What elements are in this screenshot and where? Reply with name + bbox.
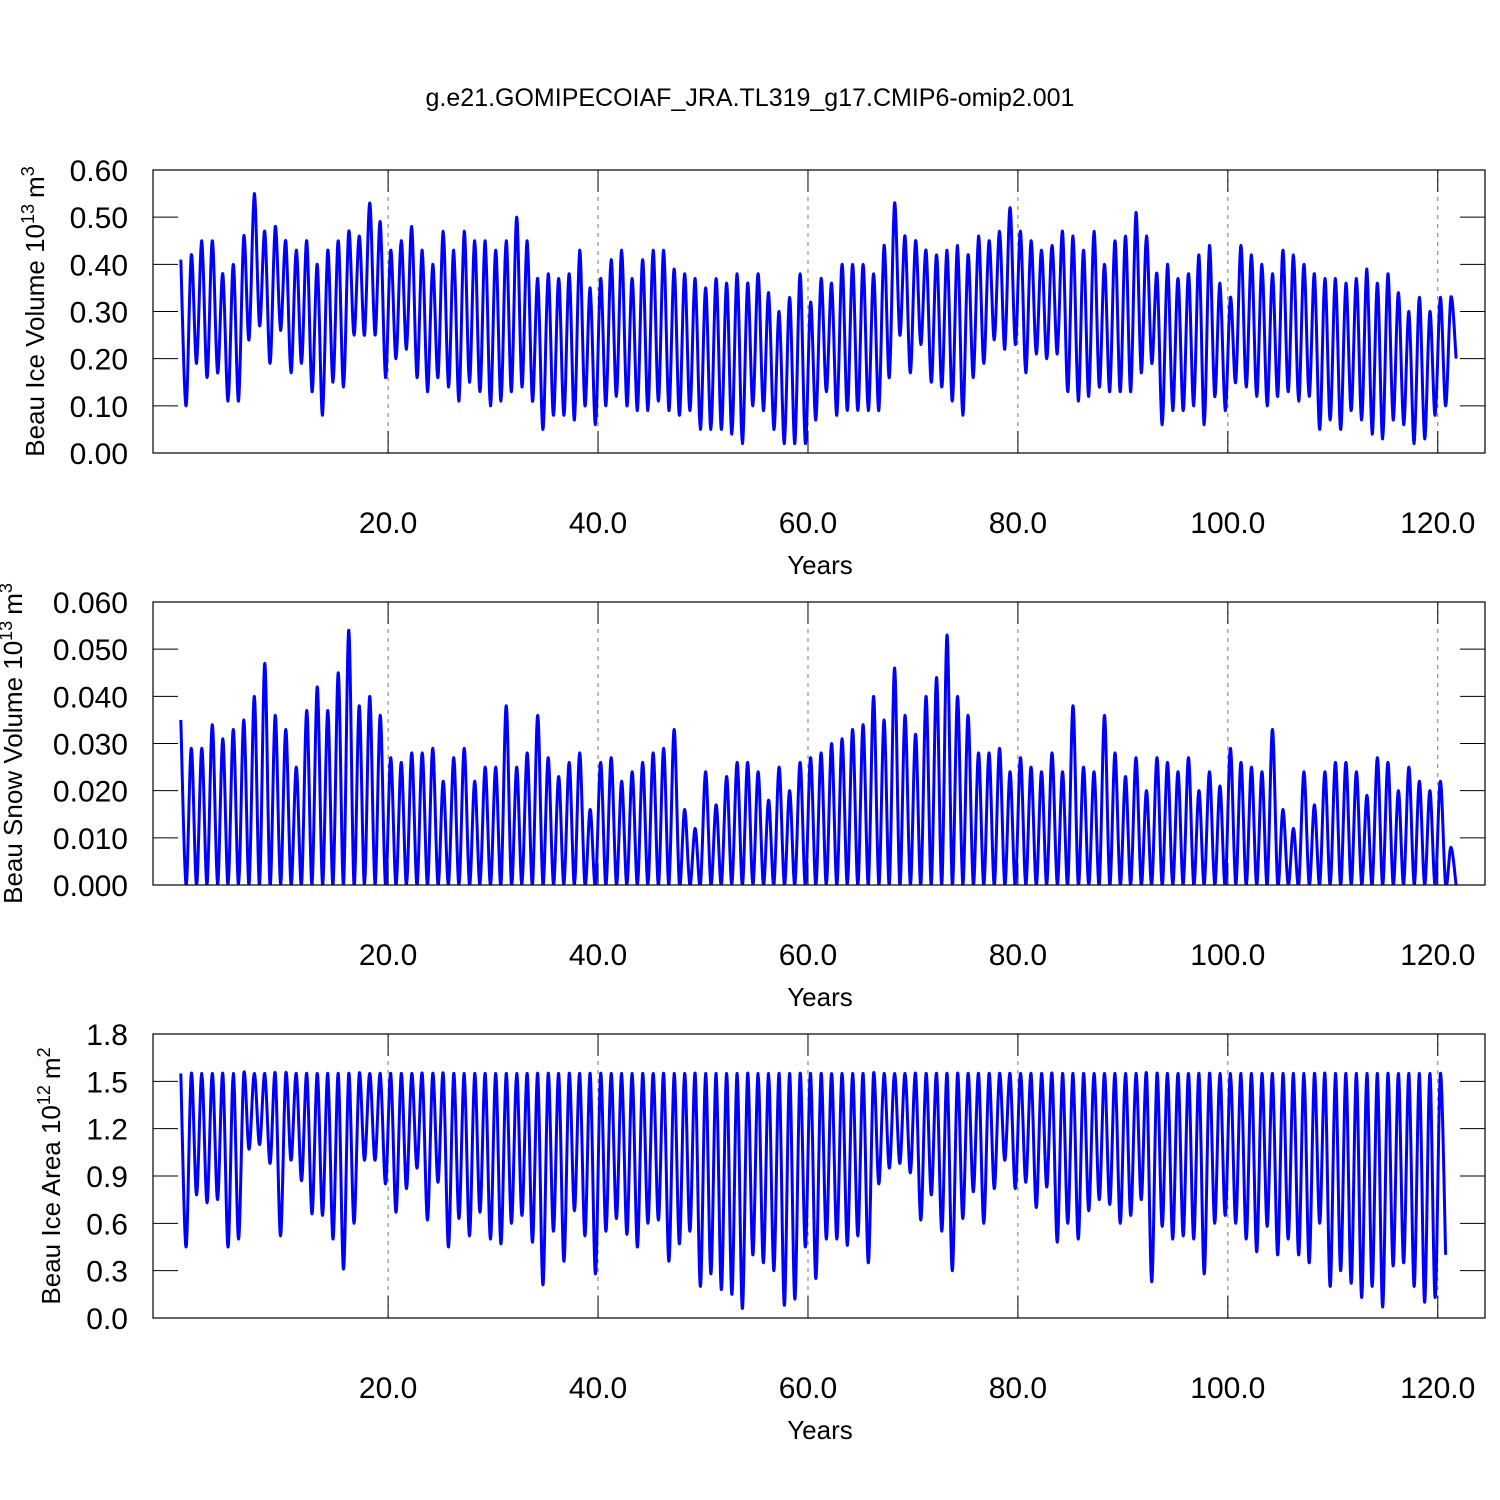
y-axis-label-exponent: 12 [34,1085,54,1105]
y-axis-label-unit-exponent: 2 [34,1047,54,1057]
y-tick-label: 0.050 [53,634,128,667]
x-tick-label: 80.0 [989,1372,1047,1405]
y-tick-label: 0.60 [70,155,128,188]
x-tick-label: 20.0 [359,507,417,540]
y-tick-label: 0.00 [70,438,128,471]
y-axis-label-unit: m [36,1057,66,1079]
x-tick-label: 20.0 [359,1372,417,1405]
y-tick-label: 1.5 [86,1066,128,1099]
y-tick-label: 0.030 [53,729,128,762]
x-axis-label: Years [787,1415,853,1445]
x-tick-label: 60.0 [779,939,837,972]
plot-frame [152,1033,1486,1319]
data-line [179,628,1458,885]
y-tick-label: 0.30 [70,297,128,330]
y-axis-label-exponent: 13 [18,204,38,224]
y-axis-label: Beau Ice Area 1012 m2 [34,1047,66,1304]
x-tick-label: 100.0 [1190,507,1265,540]
x-tick-label: 40.0 [569,939,627,972]
y-tick-label: 0.0 [86,1303,128,1336]
y-axis-label-text: Beau Ice Volume 10 [20,224,50,457]
y-axis-label: Beau Ice Volume 1013 m3 [18,166,50,456]
y-tick-label: 0.6 [86,1208,128,1241]
y-tick-label: 0.50 [70,202,128,235]
y-tick-label: 0.10 [70,391,128,424]
x-tick-label: 80.0 [989,939,1047,972]
y-axis-label-unit: m [0,593,28,615]
y-tick-label: 0.010 [53,823,128,856]
y-tick-label: 0.20 [70,344,128,377]
data-line [179,1070,1448,1311]
x-axis-label: Years [787,982,853,1012]
x-tick-label: 120.0 [1400,507,1475,540]
x-tick-label: 100.0 [1190,939,1265,972]
plot-frame [152,601,1486,886]
y-axis-label-exponent: 13 [0,621,16,641]
y-tick-label: 0.040 [53,681,128,714]
y-axis-label-text: Beau Snow Volume 10 [0,641,28,904]
x-tick-label: 120.0 [1400,939,1475,972]
y-tick-label: 0.000 [53,870,128,903]
y-axis-label: Beau Snow Volume 1013 m3 [0,583,28,904]
data-line [179,192,1458,446]
y-axis-label-unit-exponent: 3 [18,166,38,176]
x-axis-label: Years [787,550,853,580]
y-axis-label-unit-exponent: 3 [0,583,16,593]
y-tick-label: 1.2 [86,1114,128,1147]
plot-frame [152,169,1486,454]
y-tick-label: 0.060 [53,587,128,620]
y-tick-label: 1.8 [86,1019,128,1052]
x-tick-label: 80.0 [989,507,1047,540]
figure-title: g.e21.GOMIPECOIAF_JRA.TL319_g17.CMIP6-om… [426,84,1075,112]
x-tick-label: 40.0 [569,1372,627,1405]
y-tick-label: 0.9 [86,1161,128,1194]
y-tick-label: 0.3 [86,1256,128,1289]
x-tick-label: 100.0 [1190,1372,1265,1405]
x-tick-label: 40.0 [569,507,627,540]
x-tick-label: 20.0 [359,939,417,972]
x-tick-label: 60.0 [779,507,837,540]
x-tick-label: 60.0 [779,1372,837,1405]
x-tick-label: 120.0 [1400,1372,1475,1405]
y-axis-label-text: Beau Ice Area 10 [36,1105,66,1304]
y-tick-label: 0.020 [53,776,128,809]
y-tick-label: 0.40 [70,249,128,282]
y-axis-label-unit: m [20,176,50,198]
